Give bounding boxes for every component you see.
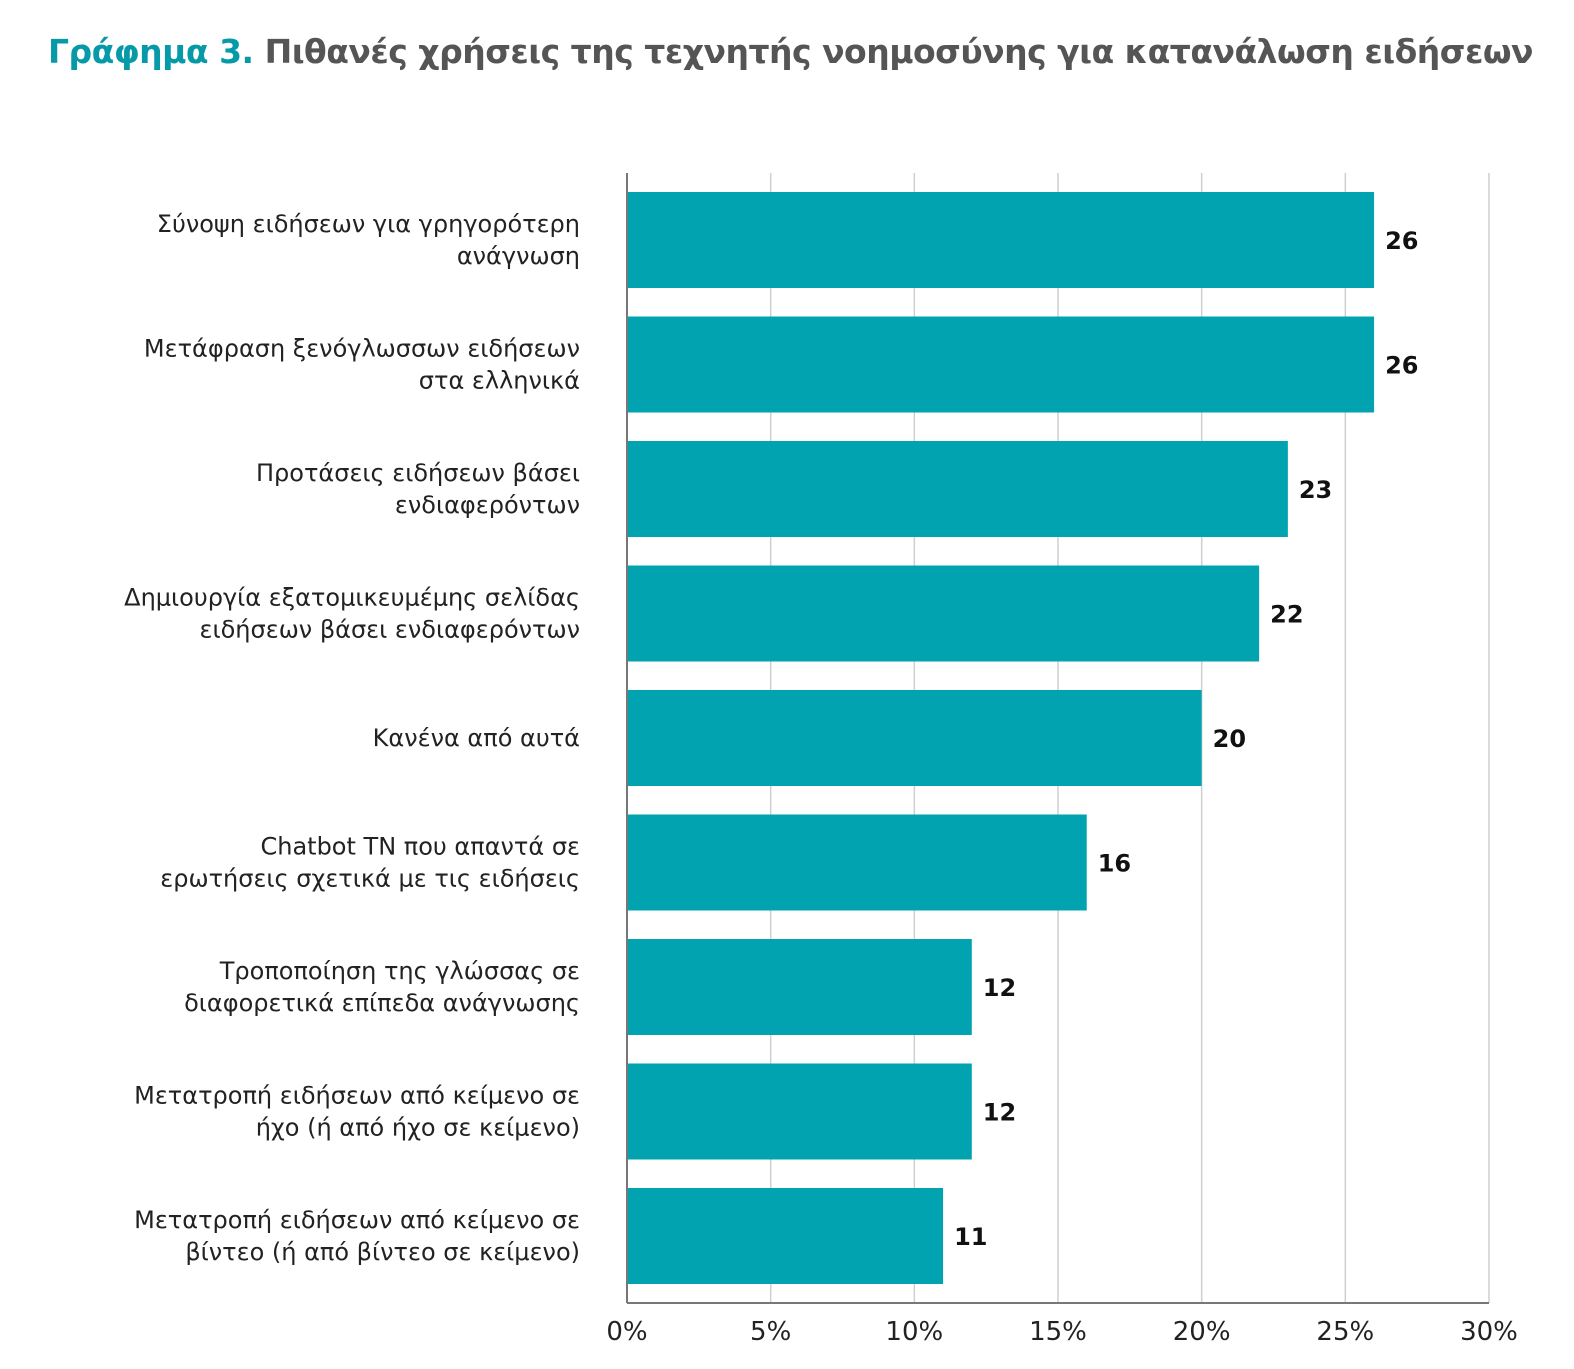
data-label: 12: [983, 974, 1016, 1002]
category-label: ενδιαφερόντων: [395, 491, 580, 519]
category-label: ήχο (ή από ήχο σε κείμενο): [256, 1114, 580, 1142]
category-label: Chatbot ΤΝ που απαντά σε: [260, 833, 580, 861]
chart-title-lead: Γράφημα 3.: [48, 32, 254, 71]
data-label: 11: [954, 1223, 987, 1251]
x-tick-label: 20%: [1173, 1317, 1231, 1347]
data-label: 16: [1098, 850, 1131, 878]
category-label: Κανένα από αυτά: [373, 724, 580, 752]
chart-title: Γράφημα 3. Πιθανές χρήσεις της τεχνητής …: [48, 32, 1534, 71]
data-label: 23: [1299, 476, 1332, 504]
category-label: ερωτήσεις σχετικά με τις ειδήσεις: [160, 865, 580, 893]
data-label: 12: [983, 1099, 1016, 1127]
bar: [627, 814, 1087, 911]
data-label: 22: [1270, 601, 1303, 629]
bar: [627, 192, 1375, 288]
category-label: Προτάσεις ειδήσεων βάσει: [256, 459, 580, 487]
bar: [627, 1063, 972, 1160]
category-label: Μετάφραση ξενόγλωσσων ειδήσεων: [144, 335, 580, 363]
category-label: Δημιουργία εξατομικευμέμης σελίδας: [124, 584, 580, 612]
data-label: 20: [1213, 725, 1246, 753]
category-label: διαφορετικά επίπεδα ανάγνωσης: [184, 989, 580, 1017]
category-label: Τροποποίηση της γλώσσας σε: [219, 957, 580, 985]
x-tick-label: 15%: [1029, 1317, 1087, 1347]
bar: [627, 690, 1202, 786]
category-label: Μετατροπή ειδήσεων από κείμενο σε: [134, 1082, 580, 1110]
category-label: ειδήσεων βάσει ενδιαφερόντων: [200, 616, 580, 644]
bar: [627, 939, 972, 1035]
x-tick-label: 30%: [1460, 1317, 1518, 1347]
bar: [627, 441, 1288, 537]
category-label: βίντεο (ή από βίντεο σε κείμενο): [185, 1238, 580, 1266]
bar: [627, 1188, 944, 1284]
x-tick-label: 0%: [606, 1317, 647, 1347]
category-label: ανάγνωση: [457, 242, 580, 270]
x-tick-label: 25%: [1316, 1317, 1374, 1347]
category-label: Μετατροπή ειδήσεων από κείμενο σε: [134, 1206, 580, 1234]
x-tick-label: 5%: [750, 1317, 791, 1347]
category-label: Σύνοψη ειδήσεων για γρηγορότερη: [157, 210, 580, 238]
bar: [627, 316, 1375, 413]
data-label: 26: [1385, 227, 1418, 255]
category-label: στα ελληνικά: [419, 367, 580, 395]
data-label: 26: [1385, 352, 1418, 380]
x-tick-label: 10%: [885, 1317, 943, 1347]
bar: [627, 565, 1260, 662]
chart-title-text: Πιθανές χρήσεις της τεχνητής νοημοσύνης …: [264, 32, 1534, 71]
